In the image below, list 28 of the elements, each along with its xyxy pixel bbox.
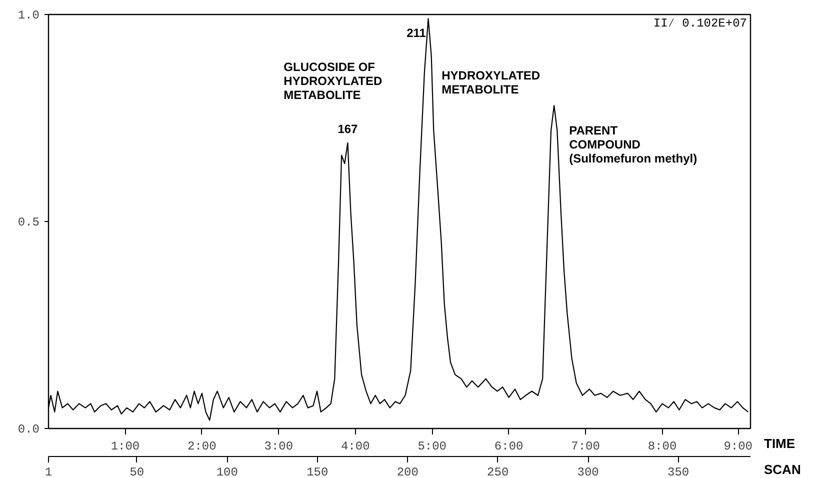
x-tick-label: 1:00 xyxy=(110,440,140,454)
x2-tick-label: 300 xyxy=(577,466,599,478)
x-tick-label: 7:00 xyxy=(571,440,600,454)
y-tick-label: 1.0 xyxy=(18,8,40,22)
x-tick-label: 5:00 xyxy=(418,440,447,454)
x2-tick-label: 250 xyxy=(487,466,509,478)
x-tick-label: 8:00 xyxy=(648,440,677,454)
annotation: HYDROXYLATED METABOLITE xyxy=(442,68,540,96)
x-axis-title: TIME xyxy=(764,436,796,452)
annotation: GLUCOSIDE OF HYDROXYLATED METABOLITE xyxy=(284,60,382,102)
y-tick-label: 0.0 xyxy=(18,422,40,436)
annotation: PARENT COMPOUND (Sulfomefuron methyl) xyxy=(569,124,698,166)
x2-tick-label: 1 xyxy=(44,466,52,478)
x2-axis-title: SCAN xyxy=(764,462,801,478)
x2-tick-label: 150 xyxy=(306,466,328,478)
x2-tick-label: 200 xyxy=(396,466,418,478)
annotation: II⁄ 0.102E+07 xyxy=(653,16,747,31)
annotation: 211 xyxy=(406,26,426,40)
x2-tick-label: 100 xyxy=(216,466,238,478)
y-tick-label: 0.5 xyxy=(18,216,40,230)
annotation: 167 xyxy=(338,122,358,136)
x-tick-label: 9:00 xyxy=(724,440,753,454)
x2-tick-label: 50 xyxy=(130,466,144,478)
x2-tick-label: 350 xyxy=(668,466,690,478)
x-tick-label: 3:00 xyxy=(264,440,294,454)
x-tick-label: 2:00 xyxy=(188,440,216,454)
x-tick-label: 4:00 xyxy=(340,440,370,454)
x-tick-label: 6:00 xyxy=(494,440,524,454)
